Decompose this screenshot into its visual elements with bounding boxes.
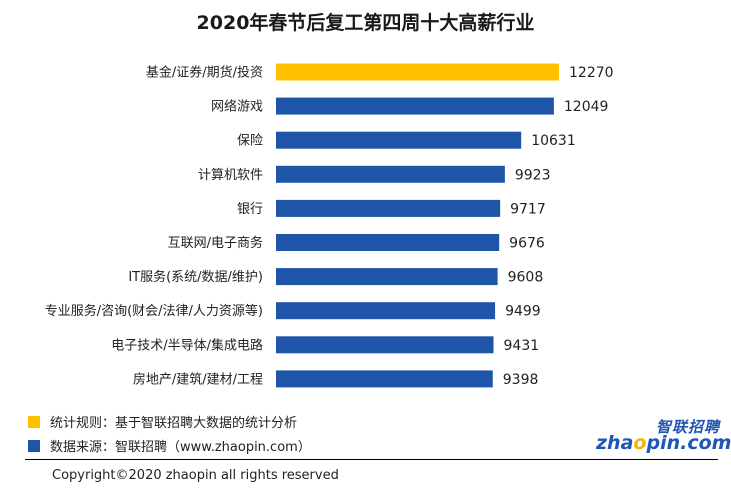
bar xyxy=(276,63,559,81)
statistics-rule-note: 统计规则：基于智联招聘大数据的统计分析 xyxy=(28,412,297,431)
bar xyxy=(276,370,493,388)
value-label: 10631 xyxy=(531,133,576,149)
copyright-text: Copyright©2020 zhaopin all rights reserv… xyxy=(52,468,339,483)
category-label: 互联网/电子商务 xyxy=(168,235,263,251)
footer-divider xyxy=(25,459,718,460)
bar xyxy=(276,165,505,183)
statistics-rule-text: 统计规则：基于智联招聘大数据的统计分析 xyxy=(50,416,298,431)
value-label: 9499 xyxy=(505,304,541,320)
value-label: 12270 xyxy=(569,65,614,81)
logo-en-suffix: pin.com xyxy=(646,432,731,454)
bar xyxy=(276,268,498,286)
zhaopin-logo: 智联招聘 zhaopin.com xyxy=(596,416,731,456)
category-label: 保险 xyxy=(237,134,263,149)
logo-cn-text: 智联招聘 xyxy=(655,418,720,436)
chart-title: 2020年春节后复工第四周十大高薪行业 xyxy=(196,12,535,34)
bar xyxy=(276,97,554,115)
value-label: 9398 xyxy=(503,372,539,388)
value-label: 9923 xyxy=(515,167,551,183)
bar-chart: 基金/证券/期货/投资 12270 网络游戏 12049 保险 10631 计算机软件 992… xyxy=(45,63,614,388)
data-source-text: 数据来源：智联招聘（www.zhaopin.com） xyxy=(50,440,311,455)
value-label: 12049 xyxy=(564,99,609,115)
logo-en-prefix: zha xyxy=(596,432,634,454)
bar xyxy=(276,199,501,217)
bar xyxy=(276,336,494,354)
logo-en-o: o xyxy=(633,432,647,454)
category-label: 专业服务/咨询(财会/法律/人力资源等) xyxy=(45,303,263,319)
value-label: 9608 xyxy=(508,270,544,286)
category-label: 银行 xyxy=(237,202,263,217)
category-label: 基金/证券/期货/投资 xyxy=(146,65,263,81)
logo-en-text: zhaopin.com xyxy=(596,432,731,454)
category-label: 计算机软件 xyxy=(198,168,263,183)
bar xyxy=(276,131,522,149)
data-source-note: 数据来源：智联招聘（www.zhaopin.com） xyxy=(28,436,311,455)
bar xyxy=(276,302,496,320)
value-label: 9717 xyxy=(510,201,546,217)
yellow-square-icon xyxy=(28,415,40,428)
category-label: 网络游戏 xyxy=(211,99,263,115)
value-label: 9431 xyxy=(504,338,540,354)
value-label: 9676 xyxy=(509,236,545,252)
category-label: IT服务(系统/数据/维护) xyxy=(128,269,263,285)
blue-square-icon xyxy=(28,439,40,452)
category-label: 房地产/建筑/建材/工程 xyxy=(133,371,263,387)
bar xyxy=(276,234,500,251)
category-label: 电子技术/半导体/集成电路 xyxy=(111,337,263,353)
